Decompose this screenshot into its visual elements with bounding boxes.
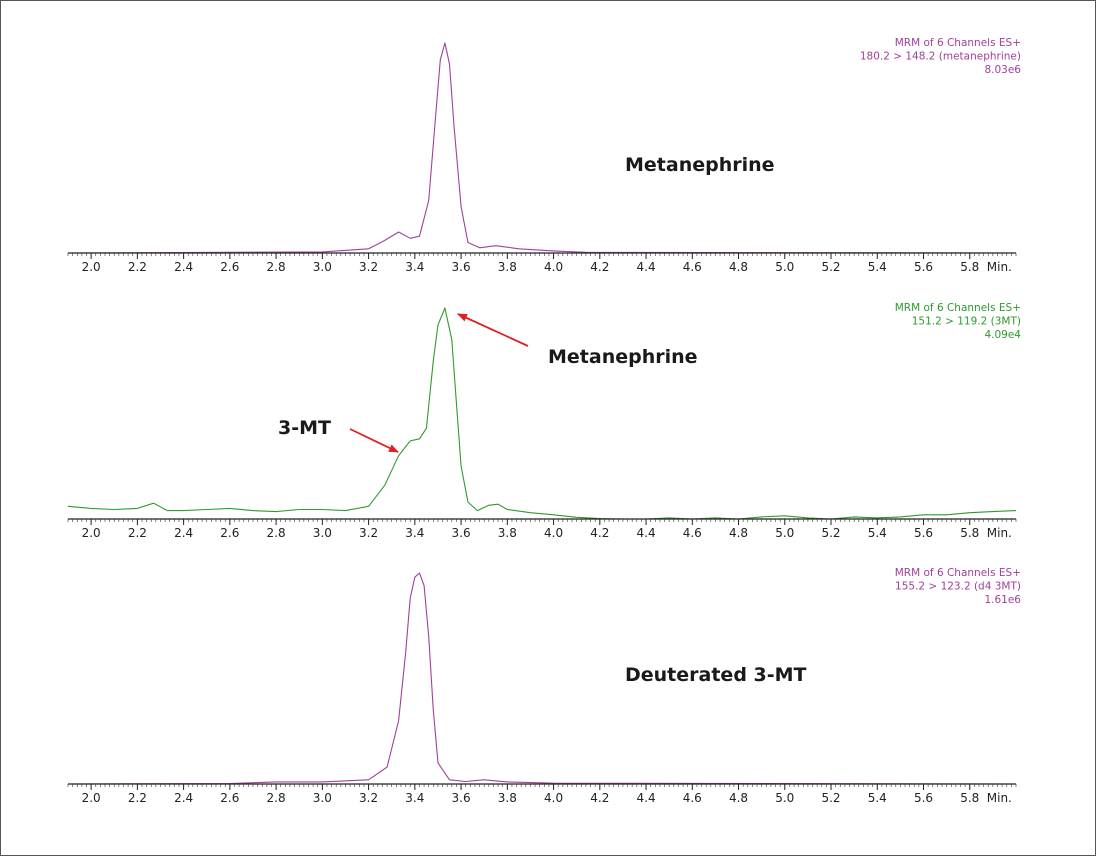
x-tick-label: 5.8 [960,526,979,540]
x-axis-unit: Min. [987,526,1012,540]
x-tick-label: 4.2 [590,791,609,805]
x-tick-label: 2.2 [128,791,147,805]
x-tick-label: 3.0 [313,260,332,274]
x-tick-label: 3.6 [452,526,471,540]
x-tick-label: 5.6 [914,526,933,540]
channel-info-line: 155.2 > 123.2 (d4 3MT) [895,581,1021,593]
x-tick-label: 3.8 [498,260,517,274]
x-tick-label: 3.6 [452,791,471,805]
x-tick-label: 5.4 [868,791,887,805]
peak-annotation: Metanephrine [548,346,698,368]
x-tick-label: 2.8 [267,260,286,274]
x-tick-label: 4.8 [729,526,748,540]
x-tick-label: 4.6 [683,791,702,805]
x-tick-label: 3.2 [359,791,378,805]
x-tick-label: 5.2 [821,526,840,540]
x-axis-minor-ticks [67,253,1017,256]
x-tick-label: 5.2 [821,791,840,805]
x-tick-label: 4.6 [683,526,702,540]
x-tick-label: 3.8 [498,791,517,805]
x-tick-label: 2.6 [220,791,239,805]
x-tick-label: 5.4 [868,260,887,274]
x-tick-label: 4.2 [590,526,609,540]
channel-info-line: MRM of 6 Channels ES+ [895,37,1021,49]
x-tick-label: 2.4 [174,260,193,274]
x-axis-unit: Min. [987,260,1012,274]
x-axis-unit: Min. [987,791,1012,805]
x-tick-label: 5.4 [868,526,887,540]
x-tick-label: 2.0 [82,791,101,805]
x-tick-label: 4.6 [683,260,702,274]
x-tick-label: 2.2 [128,260,147,274]
x-tick-label: 5.6 [914,260,933,274]
trace-line [67,42,1017,254]
x-tick-label: 3.0 [313,526,332,540]
x-tick-label: 5.8 [960,791,979,805]
x-tick-label: 2.0 [82,260,101,274]
x-tick-label: 2.6 [220,526,239,540]
x-tick-label: 4.0 [544,791,563,805]
annotation-arrow [457,313,529,347]
x-tick-label: 5.0 [775,791,794,805]
channel-info-line: MRM of 6 Channels ES+ [895,302,1021,314]
x-tick-label: 3.4 [405,791,424,805]
x-tick-label: 2.8 [267,526,286,540]
x-tick-label: 4.4 [637,526,656,540]
x-tick-label: 4.0 [544,526,563,540]
channel-info-line: 1.61e6 [984,594,1021,606]
channel-info-line: 4.09e4 [984,329,1021,341]
x-tick-label: 3.4 [405,260,424,274]
x-tick-label: 2.6 [220,260,239,274]
trace-line [67,572,1017,785]
x-tick-label: 4.4 [637,260,656,274]
x-tick-label: 3.6 [452,260,471,274]
x-tick-label: 5.2 [821,260,840,274]
chromatogram-panel-2: 2.0 2.2 2.4 2.6 2.8 3.0 3.2 3.4 3.6 3.8 4.0 4.2 4.4 4… [67,302,1021,540]
x-tick-label: 3.4 [405,526,424,540]
x-tick-label: 2.8 [267,791,286,805]
peak-annotation: Metanephrine [625,154,775,176]
x-tick-label: 3.0 [313,791,332,805]
x-tick-label: 2.4 [174,791,193,805]
x-tick-label: 3.2 [359,526,378,540]
channel-info-line: 151.2 > 119.2 (3MT) [912,316,1021,328]
channel-info-line: 180.2 > 148.2 (metanephrine) [860,51,1021,63]
x-axis-minor-ticks [67,784,1017,787]
x-tick-label: 4.8 [729,791,748,805]
peak-annotation: Deuterated 3-MT [625,664,807,686]
x-tick-label: 4.2 [590,260,609,274]
trace-line [67,307,1017,520]
x-tick-label: 3.2 [359,260,378,274]
x-tick-label: 4.4 [637,791,656,805]
x-tick-label: 2.0 [82,526,101,540]
channel-info-line: MRM of 6 Channels ES+ [895,567,1021,579]
chromatogram-panel-1: 2.0 2.2 2.4 2.6 2.8 3.0 3.2 3.4 3.6 3.8 4.0 4.2 4.4 4… [67,37,1021,274]
x-tick-label: 5.6 [914,791,933,805]
x-tick-label: 5.8 [960,260,979,274]
x-tick-label: 4.8 [729,260,748,274]
x-tick-label: 2.2 [128,526,147,540]
chromatogram-panel-3: 2.0 2.2 2.4 2.6 2.8 3.0 3.2 3.4 3.6 3.8 4.0 4.2 4.4 4… [67,567,1021,805]
annotation-arrow [349,428,399,453]
x-tick-label: 2.4 [174,526,193,540]
peak-annotation: 3-MT [278,417,331,439]
x-tick-label: 5.0 [775,260,794,274]
x-tick-label: 3.8 [498,526,517,540]
x-tick-label: 4.0 [544,260,563,274]
channel-info-line: 8.03e6 [984,64,1021,76]
x-tick-label: 5.0 [775,526,794,540]
